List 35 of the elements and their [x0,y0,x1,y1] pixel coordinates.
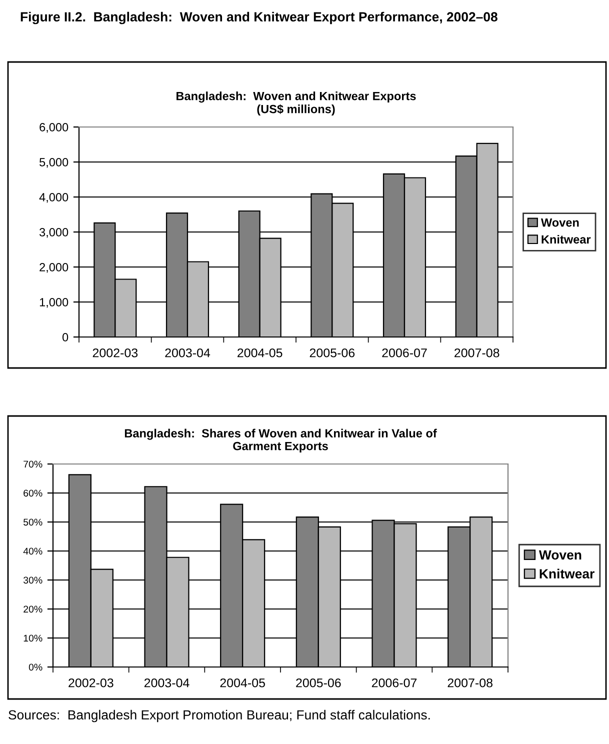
x-tick-label: 2005-06 [310,348,355,358]
x-tick-label: 2007-08 [454,348,500,358]
legend-label: Knitwear [540,568,594,578]
chart-title: Bangladesh: Woven and Knitwear Exports (US$ millions) [176,92,416,116]
x-tick-label: 2005-06 [296,678,341,688]
x-tick-label: 2006-07 [372,678,417,688]
x-tick-label: 2003-04 [165,348,210,358]
x-tick-label: 2002-03 [92,348,138,358]
y-tick-label: 10% [24,634,42,642]
y-tick-label: 6,000 [40,123,68,133]
chart-title: Bangladesh: Shares of Woven and Knitwear in Value of Garment Exports [124,428,437,453]
x-tick-label: 2004-05 [238,348,282,358]
y-tick-label: 2,000 [40,263,68,273]
y-tick-label: 3,000 [39,228,68,238]
y-tick-label: 60% [24,490,42,497]
y-tick-label: 50% [24,518,42,526]
text: Figure II.2. Bangladesh: Woven and Knitwear Export Performance, 2002–08 [20,12,498,24]
y-tick-label: 4,000 [39,193,68,203]
y-tick-label: 20% [24,606,42,613]
legend-label: Woven [540,218,579,227]
y-tick-label: 40% [23,548,42,555]
x-tick-label: 2003-04 [144,678,190,688]
x-tick-label: 2002-03 [68,678,114,688]
x-tick-label: 2004-05 [220,678,265,688]
y-tick-label: 0 [62,333,68,342]
x-tick-label: 2007-08 [448,678,492,688]
legend-label: Knitwear [542,234,591,244]
y-tick-label: 30% [23,576,42,584]
y-tick-label: 5,000 [40,158,68,168]
y-tick-label: 70% [24,460,42,468]
x-tick-label: 2006-07 [382,348,427,358]
legend-label: Woven [538,550,582,560]
source-note: Sources: Bangladesh Export Promotion Bureau; Fund staff calculations. [8,710,430,722]
y-tick-label: 0% [28,664,42,671]
y-tick-label: 1,000 [40,298,68,308]
